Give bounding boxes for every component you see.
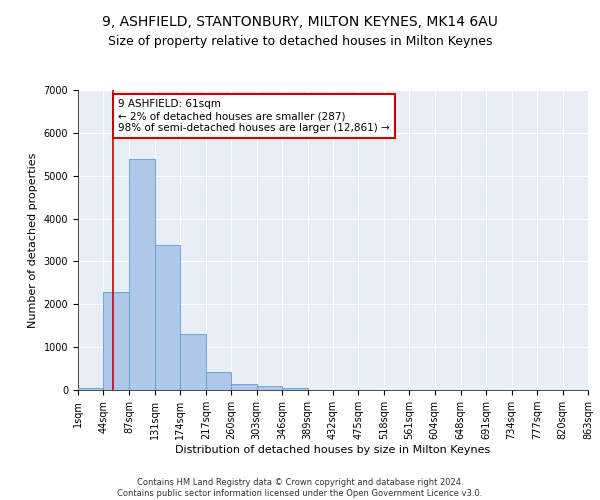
Bar: [181, 334, 206, 390]
Text: 9 ASHFIELD: 61sqm
← 2% of detached houses are smaller (287)
98% of semi-detached: 9 ASHFIELD: 61sqm ← 2% of detached house…: [118, 100, 390, 132]
Bar: [282, 388, 308, 390]
Bar: [155, 244, 181, 390]
X-axis label: Distribution of detached houses by size in Milton Keynes: Distribution of detached houses by size …: [175, 445, 491, 455]
Text: Contains HM Land Registry data © Crown copyright and database right 2024.
Contai: Contains HM Land Registry data © Crown c…: [118, 478, 482, 498]
Bar: [78, 388, 103, 390]
Text: 9, ASHFIELD, STANTONBURY, MILTON KEYNES, MK14 6AU: 9, ASHFIELD, STANTONBURY, MILTON KEYNES,…: [102, 15, 498, 29]
Y-axis label: Number of detached properties: Number of detached properties: [28, 152, 38, 328]
Bar: [129, 159, 155, 390]
Text: Size of property relative to detached houses in Milton Keynes: Size of property relative to detached ho…: [108, 35, 492, 48]
Bar: [103, 292, 129, 390]
Bar: [257, 386, 282, 390]
Bar: [206, 372, 231, 390]
Bar: [231, 384, 257, 390]
